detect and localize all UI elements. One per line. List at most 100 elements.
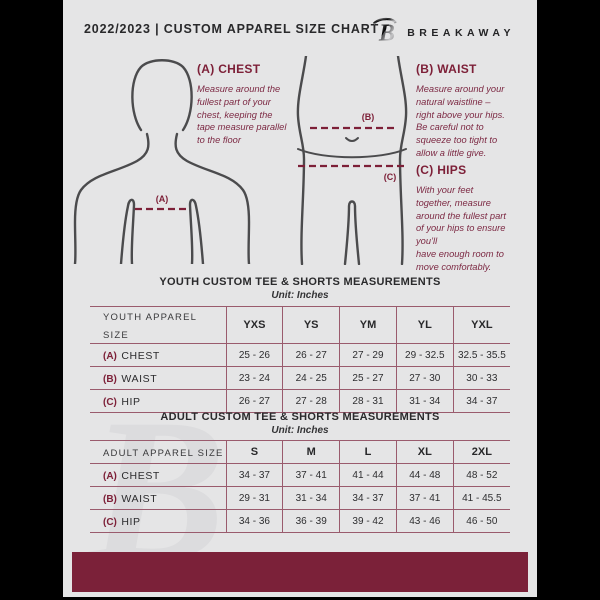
youth-waist-yxl: 30 - 33 bbox=[452, 366, 510, 390]
youth-hip-yxs: 26 - 27 bbox=[225, 389, 283, 413]
page-title: 2022/2023 | CUSTOM APPAREL SIZE CHART bbox=[84, 21, 380, 36]
chest-measure-label: (A) bbox=[156, 194, 169, 204]
row-prefix: (C) bbox=[103, 517, 117, 528]
adult-hip-s: 34 - 36 bbox=[225, 509, 283, 533]
right-body-outline bbox=[396, 56, 408, 265]
youth-hip-row: (C) HIP 26 - 27 27 - 28 28 - 31 31 - 34 … bbox=[90, 389, 510, 413]
adult-size-l: L bbox=[339, 440, 397, 464]
youth-chest-yxs: 25 - 26 bbox=[225, 343, 283, 367]
right-shoulder-arm bbox=[174, 132, 251, 264]
youth-size-ym: YM bbox=[339, 306, 397, 344]
adult-chest-row: (A) CHEST 34 - 37 37 - 41 41 - 44 44 - 4… bbox=[90, 463, 510, 487]
breakaway-logo-icon: B bbox=[372, 17, 397, 46]
youth-waist-yxs: 23 - 24 bbox=[225, 366, 283, 390]
youth-size-ys: YS bbox=[282, 306, 340, 344]
chest-guide: (A) CHEST Measure around the fullest par… bbox=[197, 62, 307, 147]
waist-guide-heading: (B) WAIST bbox=[416, 62, 477, 76]
youth-hip-yxl: 34 - 37 bbox=[452, 389, 510, 413]
navel-mark bbox=[345, 137, 359, 142]
adult-size-m: M bbox=[282, 440, 340, 464]
waist-measure-label: (B) bbox=[362, 112, 375, 122]
youth-hip-ym: 28 - 31 bbox=[339, 389, 397, 413]
youth-chest-yl: 29 - 32.5 bbox=[395, 343, 454, 367]
youth-size-header: YOUTH APPAREL SIZE bbox=[103, 312, 197, 341]
youth-waist-yl: 27 - 30 bbox=[395, 366, 454, 390]
youth-chest-ys: 26 - 27 bbox=[282, 343, 340, 367]
youth-chest-ym: 27 - 29 bbox=[339, 343, 397, 367]
youth-size-yl: YL bbox=[395, 306, 454, 344]
inner-legs bbox=[343, 200, 361, 265]
row-prefix: (A) bbox=[103, 351, 117, 362]
hip-garment-curve bbox=[297, 148, 407, 159]
adult-waist-xl: 37 - 41 bbox=[395, 486, 454, 510]
adult-hip-l: 39 - 42 bbox=[339, 509, 397, 533]
youth-waist-ym: 25 - 27 bbox=[339, 366, 397, 390]
logo-swoosh bbox=[372, 17, 397, 25]
row-label: WAIST bbox=[121, 493, 158, 505]
left-inner-arm bbox=[119, 198, 136, 264]
row-label: WAIST bbox=[121, 373, 158, 385]
adult-waist-m: 31 - 34 bbox=[282, 486, 340, 510]
header: 2022/2023 | CUSTOM APPAREL SIZE CHART bbox=[63, 0, 537, 50]
lower-body-diagram: (B) (C) bbox=[296, 56, 408, 265]
row-label: HIP bbox=[121, 516, 141, 528]
adult-chest-m: 37 - 41 bbox=[282, 463, 340, 487]
hips-guide-body: With your feet together, measure around … bbox=[416, 185, 506, 272]
adult-size-s: S bbox=[225, 440, 283, 464]
row-prefix: (A) bbox=[103, 471, 117, 482]
adult-waist-2xl: 41 - 45.5 bbox=[452, 486, 510, 510]
row-prefix: (B) bbox=[103, 374, 117, 385]
adult-size-table: ADULT APPAREL SIZE S M L XL 2XL (A) CHES… bbox=[90, 440, 510, 533]
right-inner-arm bbox=[188, 198, 205, 264]
adult-chest-xl: 44 - 48 bbox=[395, 463, 454, 487]
hips-guide: (C) HIPS With your feet together, measur… bbox=[416, 163, 534, 274]
brand-name: BREAKAWAY bbox=[407, 27, 515, 39]
adult-hip-2xl: 46 - 50 bbox=[452, 509, 510, 533]
adult-section-header: ADULT CUSTOM TEE & SHORTS MEASUREMENTS U… bbox=[63, 411, 537, 436]
youth-section-header: YOUTH CUSTOM TEE & SHORTS MEASUREMENTS U… bbox=[63, 276, 537, 301]
row-prefix: (B) bbox=[103, 494, 117, 505]
youth-hip-yl: 31 - 34 bbox=[395, 389, 454, 413]
adult-table-unit: Unit: Inches bbox=[271, 425, 329, 436]
row-label: CHEST bbox=[121, 470, 160, 482]
adult-size-xl: XL bbox=[395, 440, 454, 464]
adult-waist-l: 34 - 37 bbox=[339, 486, 397, 510]
youth-size-yxl: YXL bbox=[452, 306, 510, 344]
youth-header-row: YOUTH APPAREL SIZE YXS YS YM YL YXL bbox=[90, 306, 510, 344]
youth-chest-row: (A) CHEST 25 - 26 26 - 27 27 - 29 29 - 3… bbox=[90, 343, 510, 367]
waist-guide: (B) WAIST Measure around your natural wa… bbox=[416, 62, 534, 160]
logo-letter: B bbox=[378, 21, 395, 46]
hips-measure-label: (C) bbox=[384, 172, 397, 182]
size-chart-card: B 2022/2023 | CUSTOM APPAREL SIZE CHART bbox=[63, 0, 537, 597]
adult-size-header: ADULT APPAREL SIZE bbox=[103, 448, 224, 459]
waist-guide-body: Measure around your natural waistline – … bbox=[416, 84, 505, 159]
upper-body-diagram: (A) bbox=[73, 59, 251, 264]
adult-header-row: ADULT APPAREL SIZE S M L XL 2XL bbox=[90, 440, 510, 464]
adult-chest-l: 41 - 44 bbox=[339, 463, 397, 487]
adult-waist-row: (B) WAIST 29 - 31 31 - 34 34 - 37 37 - 4… bbox=[90, 486, 510, 510]
adult-chest-2xl: 48 - 52 bbox=[452, 463, 510, 487]
head-outline bbox=[131, 59, 193, 132]
left-shoulder-arm bbox=[73, 132, 150, 264]
chest-guide-body: Measure around the fullest part of your … bbox=[197, 84, 287, 146]
footer-bar bbox=[72, 552, 528, 592]
youth-table-unit: Unit: Inches bbox=[271, 290, 329, 301]
chest-guide-heading: (A) CHEST bbox=[197, 62, 261, 76]
adult-waist-s: 29 - 31 bbox=[225, 486, 283, 510]
youth-waist-ys: 24 - 25 bbox=[282, 366, 340, 390]
youth-size-table: YOUTH APPAREL SIZE YXS YS YM YL YXL (A) … bbox=[90, 306, 510, 413]
adult-size-2xl: 2XL bbox=[452, 440, 510, 464]
youth-hip-ys: 27 - 28 bbox=[282, 389, 340, 413]
youth-size-yxs: YXS bbox=[225, 306, 283, 344]
adult-table-title: ADULT CUSTOM TEE & SHORTS MEASUREMENTS bbox=[160, 411, 440, 423]
brand-lockup: B BREAKAWAY bbox=[371, 14, 515, 46]
adult-hip-row: (C) HIP 34 - 36 36 - 39 39 - 42 43 - 46 … bbox=[90, 509, 510, 533]
youth-waist-row: (B) WAIST 23 - 24 24 - 25 25 - 27 27 - 3… bbox=[90, 366, 510, 390]
adult-hip-m: 36 - 39 bbox=[282, 509, 340, 533]
adult-hip-xl: 43 - 46 bbox=[395, 509, 454, 533]
hips-guide-heading: (C) HIPS bbox=[416, 163, 467, 177]
row-label: CHEST bbox=[121, 350, 160, 362]
adult-chest-s: 34 - 37 bbox=[225, 463, 283, 487]
youth-chest-yxl: 32.5 - 35.5 bbox=[452, 343, 510, 367]
row-prefix: (C) bbox=[103, 397, 117, 408]
